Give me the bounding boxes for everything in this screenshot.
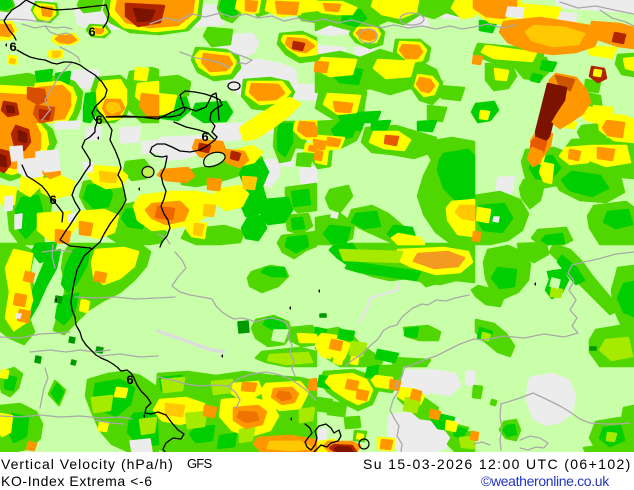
svg-text:6: 6	[201, 130, 209, 145]
svg-text:6: 6	[126, 373, 134, 388]
svg-text:6: 6	[95, 113, 103, 128]
svg-text:6: 6	[88, 25, 96, 40]
svg-text:6: 6	[9, 40, 17, 55]
svg-text:6: 6	[49, 193, 57, 208]
